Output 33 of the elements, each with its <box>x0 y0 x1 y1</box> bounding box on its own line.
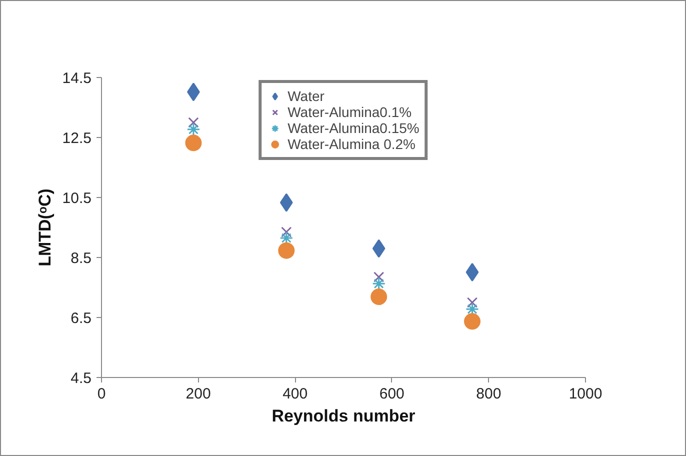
y-tick-label: 14.5 <box>62 70 92 87</box>
y-tick-label: 4.5 <box>70 370 92 387</box>
point <box>186 122 200 136</box>
point <box>278 242 295 259</box>
point <box>466 262 479 282</box>
point <box>465 302 479 316</box>
point <box>464 313 480 330</box>
x-axis-title: Reynolds number <box>272 406 416 426</box>
y-tick-label: 6.5 <box>70 310 92 327</box>
point <box>372 239 386 258</box>
point <box>188 117 199 128</box>
x-tick-label: 800 <box>476 386 502 402</box>
point <box>280 231 294 245</box>
legend-label: Water-Alumina0.15% <box>288 120 420 136</box>
point <box>372 276 386 290</box>
x-tick-label: 1000 <box>568 386 602 402</box>
point <box>185 134 202 152</box>
legend-label: Water-Alumina0.1% <box>288 104 412 120</box>
legend-label: Water-Alumina 0.2% <box>288 136 416 152</box>
point <box>373 272 384 282</box>
y-tick-label: 10.5 <box>62 190 92 207</box>
x-tick-label: 600 <box>379 386 404 402</box>
point <box>370 288 388 306</box>
y-tick-label: 8.5 <box>70 250 92 267</box>
point <box>281 226 292 238</box>
x-tick-label: 200 <box>186 386 211 402</box>
x-tick-label: 0 <box>97 386 106 402</box>
y-tick-label: 12.5 <box>62 130 92 147</box>
x-tick-label: 400 <box>282 386 308 402</box>
y-axis-title: LMTD(ᵒC) <box>35 188 54 266</box>
legend-label: Water <box>288 88 324 104</box>
point <box>466 297 478 308</box>
point <box>280 193 293 212</box>
